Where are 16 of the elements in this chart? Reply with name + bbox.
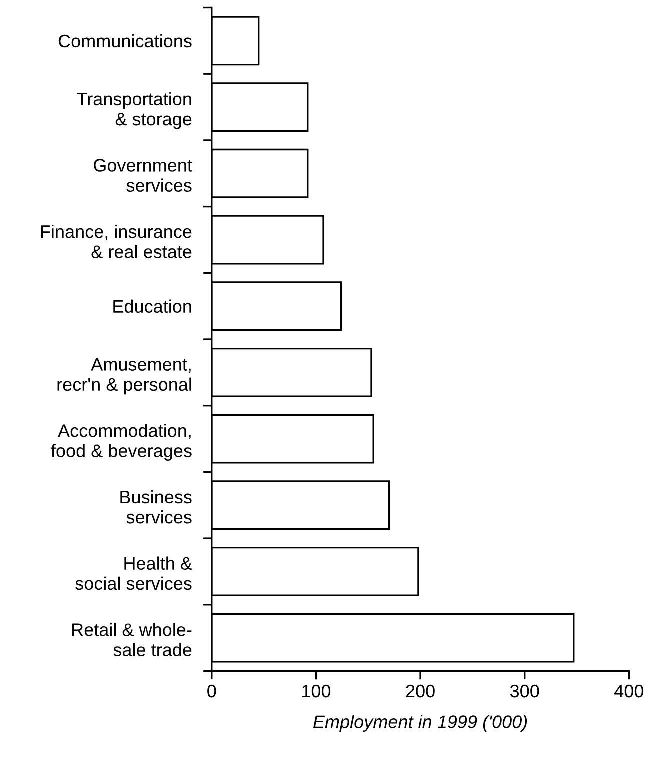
y-tick-label: Finance, insurance & real estate (41, 225, 192, 258)
y-tick-label: Retail & whole- sale trade (72, 623, 192, 656)
y-tick-label: Government services (94, 159, 192, 192)
y-tick-label: Communications (58, 34, 192, 48)
x-axis-title: Employment in 1999 ('000) (313, 715, 528, 732)
x-tick-label: 0 (208, 684, 216, 698)
y-tick-label: Education (114, 300, 192, 314)
x-tick-label: 400 (614, 684, 644, 698)
y-tick-label: Health & social services (76, 556, 192, 590)
x-tick-label: 200 (406, 684, 435, 698)
y-tick-label: Transportation & storage (77, 92, 192, 130)
y-tick-label: Business services (120, 490, 192, 524)
x-tick-label: 300 (510, 684, 540, 698)
y-tick-label: Accommodation, food & beverages (51, 424, 192, 461)
x-tick-label: 100 (302, 684, 331, 698)
y-tick-label: Amusement, recr'n & personal (58, 358, 192, 395)
